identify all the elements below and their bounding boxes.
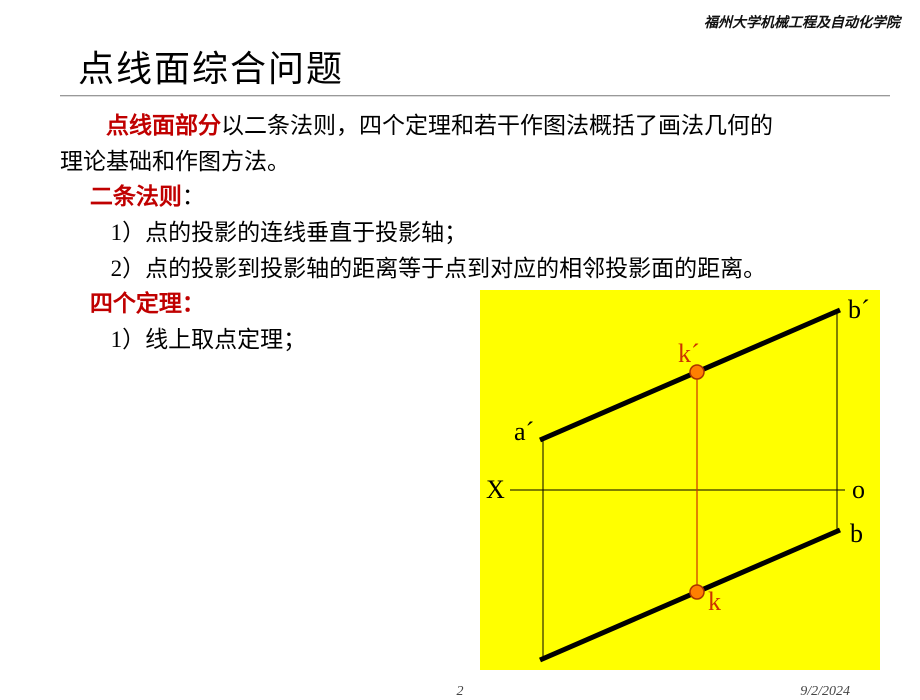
label-b-prime: b´ xyxy=(848,295,870,324)
label-x: X xyxy=(486,475,505,504)
rules-colon: ： xyxy=(182,184,205,209)
projection-diagram: X o a´ b´ k´ b k a xyxy=(480,290,880,670)
slide-title: 点线面综合问题 xyxy=(78,40,344,92)
theorems-head-red: 四个定理： xyxy=(90,291,205,316)
institution-header: 福州大学机械工程及自动化学院 xyxy=(704,12,900,32)
paragraph-1-line1: 点线面部分以二条法则，四个定理和若干作图法概括了画法几何的 xyxy=(60,108,890,144)
label-o: o xyxy=(852,475,865,504)
label-a-prime: a´ xyxy=(514,417,534,446)
para1-rest1: 以二条法则，四个定理和若干作图法概括了画法几何的 xyxy=(221,113,773,138)
footer-date: 9/2/2024 xyxy=(800,684,850,700)
label-b: b xyxy=(850,519,863,548)
label-k-prime: k´ xyxy=(678,339,700,368)
rule-2: 2）点的投影到投影轴的距离等于点到对应的相邻投影面的距离。 xyxy=(60,251,890,287)
rules-head-red: 二条法则 xyxy=(90,184,182,209)
label-a: a xyxy=(540,662,552,670)
point-k xyxy=(690,585,704,599)
rule-1: 1）点的投影的连线垂直于投影轴； xyxy=(60,215,890,251)
rules-heading: 二条法则： xyxy=(60,179,890,215)
para1-lead: 点线面部分 xyxy=(106,113,221,138)
paragraph-1-line2: 理论基础和作图方法。 xyxy=(60,144,890,180)
page-number: 2 xyxy=(457,684,464,700)
title-divider xyxy=(60,95,890,97)
label-k: k xyxy=(708,587,721,616)
